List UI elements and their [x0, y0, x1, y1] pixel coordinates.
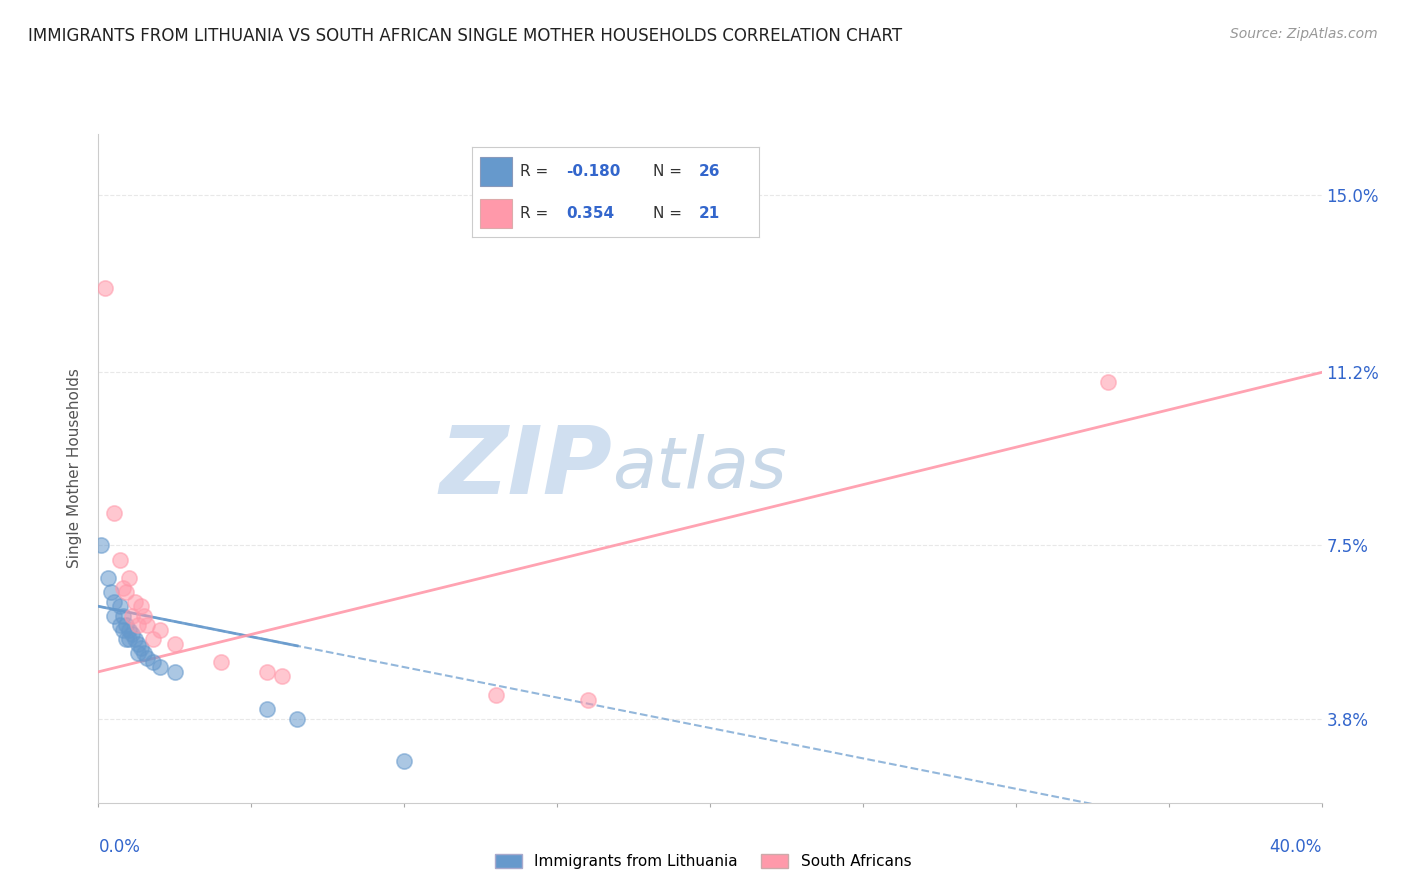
- Point: [124, 594, 146, 608]
- Point: [149, 623, 172, 637]
- Point: [108, 599, 131, 614]
- Point: [142, 656, 165, 670]
- Point: [134, 646, 156, 660]
- Point: [136, 618, 159, 632]
- Point: [127, 646, 149, 660]
- Point: [485, 688, 508, 702]
- Point: [108, 552, 131, 566]
- Point: [93, 281, 115, 295]
- Point: [111, 623, 134, 637]
- Point: [149, 660, 172, 674]
- Point: [115, 585, 138, 599]
- Point: [163, 637, 186, 651]
- Point: [111, 581, 134, 595]
- Point: [256, 702, 278, 716]
- Text: 0.0%: 0.0%: [98, 838, 141, 856]
- Point: [124, 632, 146, 646]
- Point: [100, 585, 122, 599]
- Text: Source: ZipAtlas.com: Source: ZipAtlas.com: [1230, 27, 1378, 41]
- Text: ZIP: ZIP: [439, 422, 612, 515]
- Text: 40.0%: 40.0%: [1270, 838, 1322, 856]
- Point: [118, 571, 141, 585]
- Text: atlas: atlas: [612, 434, 787, 503]
- Point: [103, 506, 125, 520]
- Point: [115, 632, 138, 646]
- Point: [142, 632, 165, 646]
- Point: [163, 665, 186, 679]
- Point: [127, 618, 149, 632]
- Point: [90, 539, 112, 553]
- Point: [103, 594, 125, 608]
- Point: [121, 627, 143, 641]
- Point: [270, 669, 292, 683]
- Point: [97, 571, 120, 585]
- Point: [209, 656, 232, 670]
- Point: [136, 650, 159, 665]
- Point: [118, 623, 141, 637]
- Point: [108, 618, 131, 632]
- Point: [392, 754, 416, 768]
- Point: [1097, 375, 1119, 389]
- Point: [127, 637, 149, 651]
- Legend: Immigrants from Lithuania, South Africans: Immigrants from Lithuania, South African…: [488, 848, 918, 875]
- Point: [111, 608, 134, 623]
- Y-axis label: Single Mother Households: Single Mother Households: [67, 368, 83, 568]
- Point: [256, 665, 278, 679]
- Point: [576, 693, 599, 707]
- Point: [285, 712, 308, 726]
- Point: [118, 632, 141, 646]
- Point: [121, 608, 143, 623]
- Point: [103, 608, 125, 623]
- Text: IMMIGRANTS FROM LITHUANIA VS SOUTH AFRICAN SINGLE MOTHER HOUSEHOLDS CORRELATION : IMMIGRANTS FROM LITHUANIA VS SOUTH AFRIC…: [28, 27, 903, 45]
- Point: [129, 641, 152, 656]
- Point: [129, 599, 152, 614]
- Point: [134, 608, 156, 623]
- Point: [115, 618, 138, 632]
